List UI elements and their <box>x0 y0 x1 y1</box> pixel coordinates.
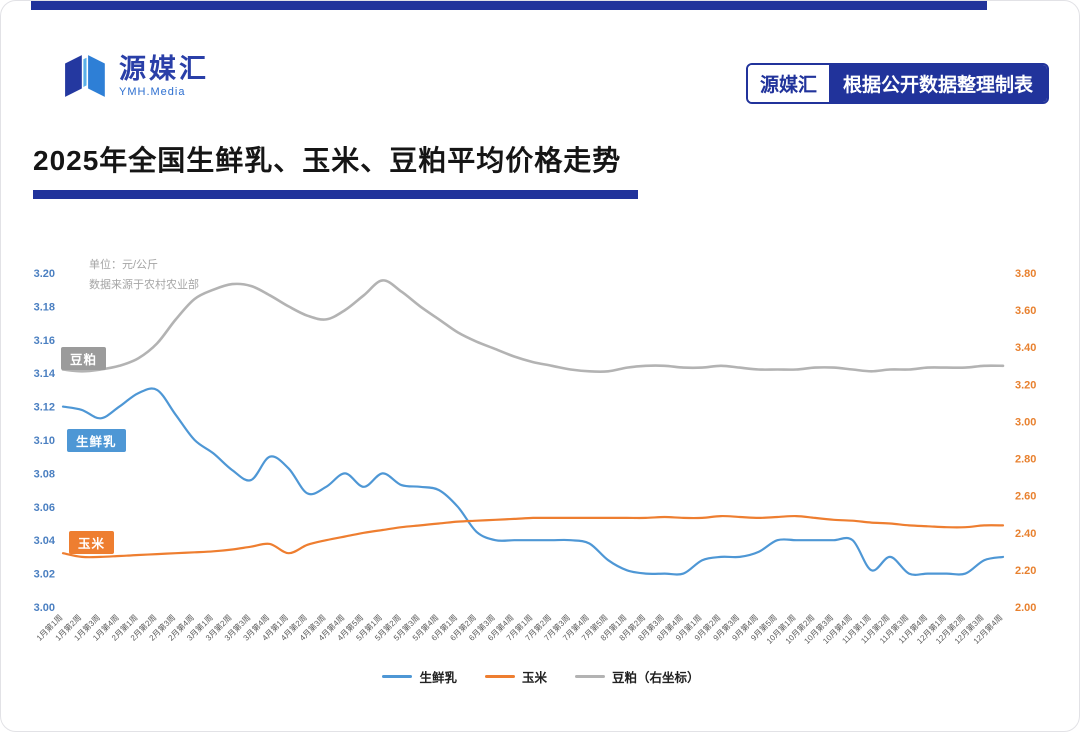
right-axis-tick-label: 2.20 <box>1015 565 1036 577</box>
left-axis-tick-label: 3.04 <box>34 535 56 547</box>
left-axis-tick-label: 3.02 <box>34 569 55 581</box>
brand-mark-icon <box>65 55 105 97</box>
legend-item: 生鲜乳 <box>382 667 457 686</box>
source-badge-note: 根据公开数据整理制表 <box>828 65 1047 102</box>
legend-item: 玉米 <box>484 667 547 686</box>
right-axis-tick-label: 3.20 <box>1015 379 1036 391</box>
left-axis-tick-label: 3.10 <box>34 435 55 447</box>
left-axis-tick-label: 3.08 <box>34 468 55 480</box>
left-axis-tick-label: 3.16 <box>34 335 55 347</box>
legend-label: 豆粕（右坐标） <box>612 671 700 685</box>
series-label-chip-shengxianru: 生鲜乳 <box>67 429 126 452</box>
title-underline-bar <box>33 190 638 199</box>
brand-text-block: 源媒汇 YMH.Media <box>119 54 209 98</box>
series-line-doupo <box>61 279 1005 374</box>
right-axis-tick-label: 2.60 <box>1015 491 1036 503</box>
chart-canvas: 3.20 3.18 3.16 3.14 3.12 3.10 3.08 3.06 3.04 3.02… <box>34 268 1037 646</box>
right-axis-tick-label: 3.40 <box>1015 342 1036 354</box>
brand-subtitle: YMH.Media <box>119 86 186 98</box>
right-axis-tick-label: 2.80 <box>1015 454 1036 466</box>
series-label-chip-yumi: 玉米 <box>69 531 115 554</box>
series-line-shengxianru <box>61 387 1005 576</box>
left-axis-tick-label: 3.12 <box>34 402 55 414</box>
right-axis-tick-label: 2.40 <box>1015 528 1036 540</box>
price-trend-chart: 3.20 3.18 3.16 3.14 3.12 3.10 3.08 3.06 3.04 3.02… <box>31 229 1051 703</box>
chart-legend: 生鲜乳 玉米 豆粕（右坐标） <box>31 667 1051 686</box>
legend-line-swatch <box>575 675 605 678</box>
brand-name: 源媒汇 <box>119 54 209 84</box>
page-title: 2025年全国生鲜乳、玉米、豆粕平均价格走势 <box>33 145 622 176</box>
legend-label: 玉米 <box>521 671 547 685</box>
chart-note-source: 数据来源于农村农业部 <box>89 279 199 291</box>
left-axis-tick-label: 3.18 <box>34 301 55 313</box>
legend-label: 生鲜乳 <box>419 671 457 685</box>
left-axis-tick-label: 3.20 <box>34 268 55 280</box>
series-line-yumi <box>61 514 1005 559</box>
legend-line-swatch <box>484 675 515 678</box>
right-axis-tick-label: 3.60 <box>1015 305 1036 317</box>
right-axis-tick-label: 3.80 <box>1015 268 1036 280</box>
brand-logo: 源媒汇 YMH.Media <box>63 53 209 99</box>
right-axis-tick-label: 3.00 <box>1015 416 1036 428</box>
left-axis-tick-label: 3.06 <box>34 502 55 514</box>
chart-note-unit: 单位：元/公斤 <box>89 259 159 271</box>
legend-item: 豆粕（右坐标） <box>575 667 700 686</box>
chart-notes: 单位：元/公斤 数据来源于农村农业部 <box>89 255 199 295</box>
left-axis-tick-label: 3.14 <box>34 368 56 380</box>
top-accent-bar <box>31 1 987 10</box>
source-badge: 源媒汇 根据公开数据整理制表 <box>745 63 1049 104</box>
legend-line-swatch <box>382 675 413 678</box>
source-badge-brand: 源媒汇 <box>747 65 829 102</box>
left-axis-tick-label: 3.00 <box>34 602 55 614</box>
right-axis-tick-label: 2.00 <box>1015 602 1036 614</box>
series-label-chip-doupo: 豆粕 <box>61 347 107 370</box>
